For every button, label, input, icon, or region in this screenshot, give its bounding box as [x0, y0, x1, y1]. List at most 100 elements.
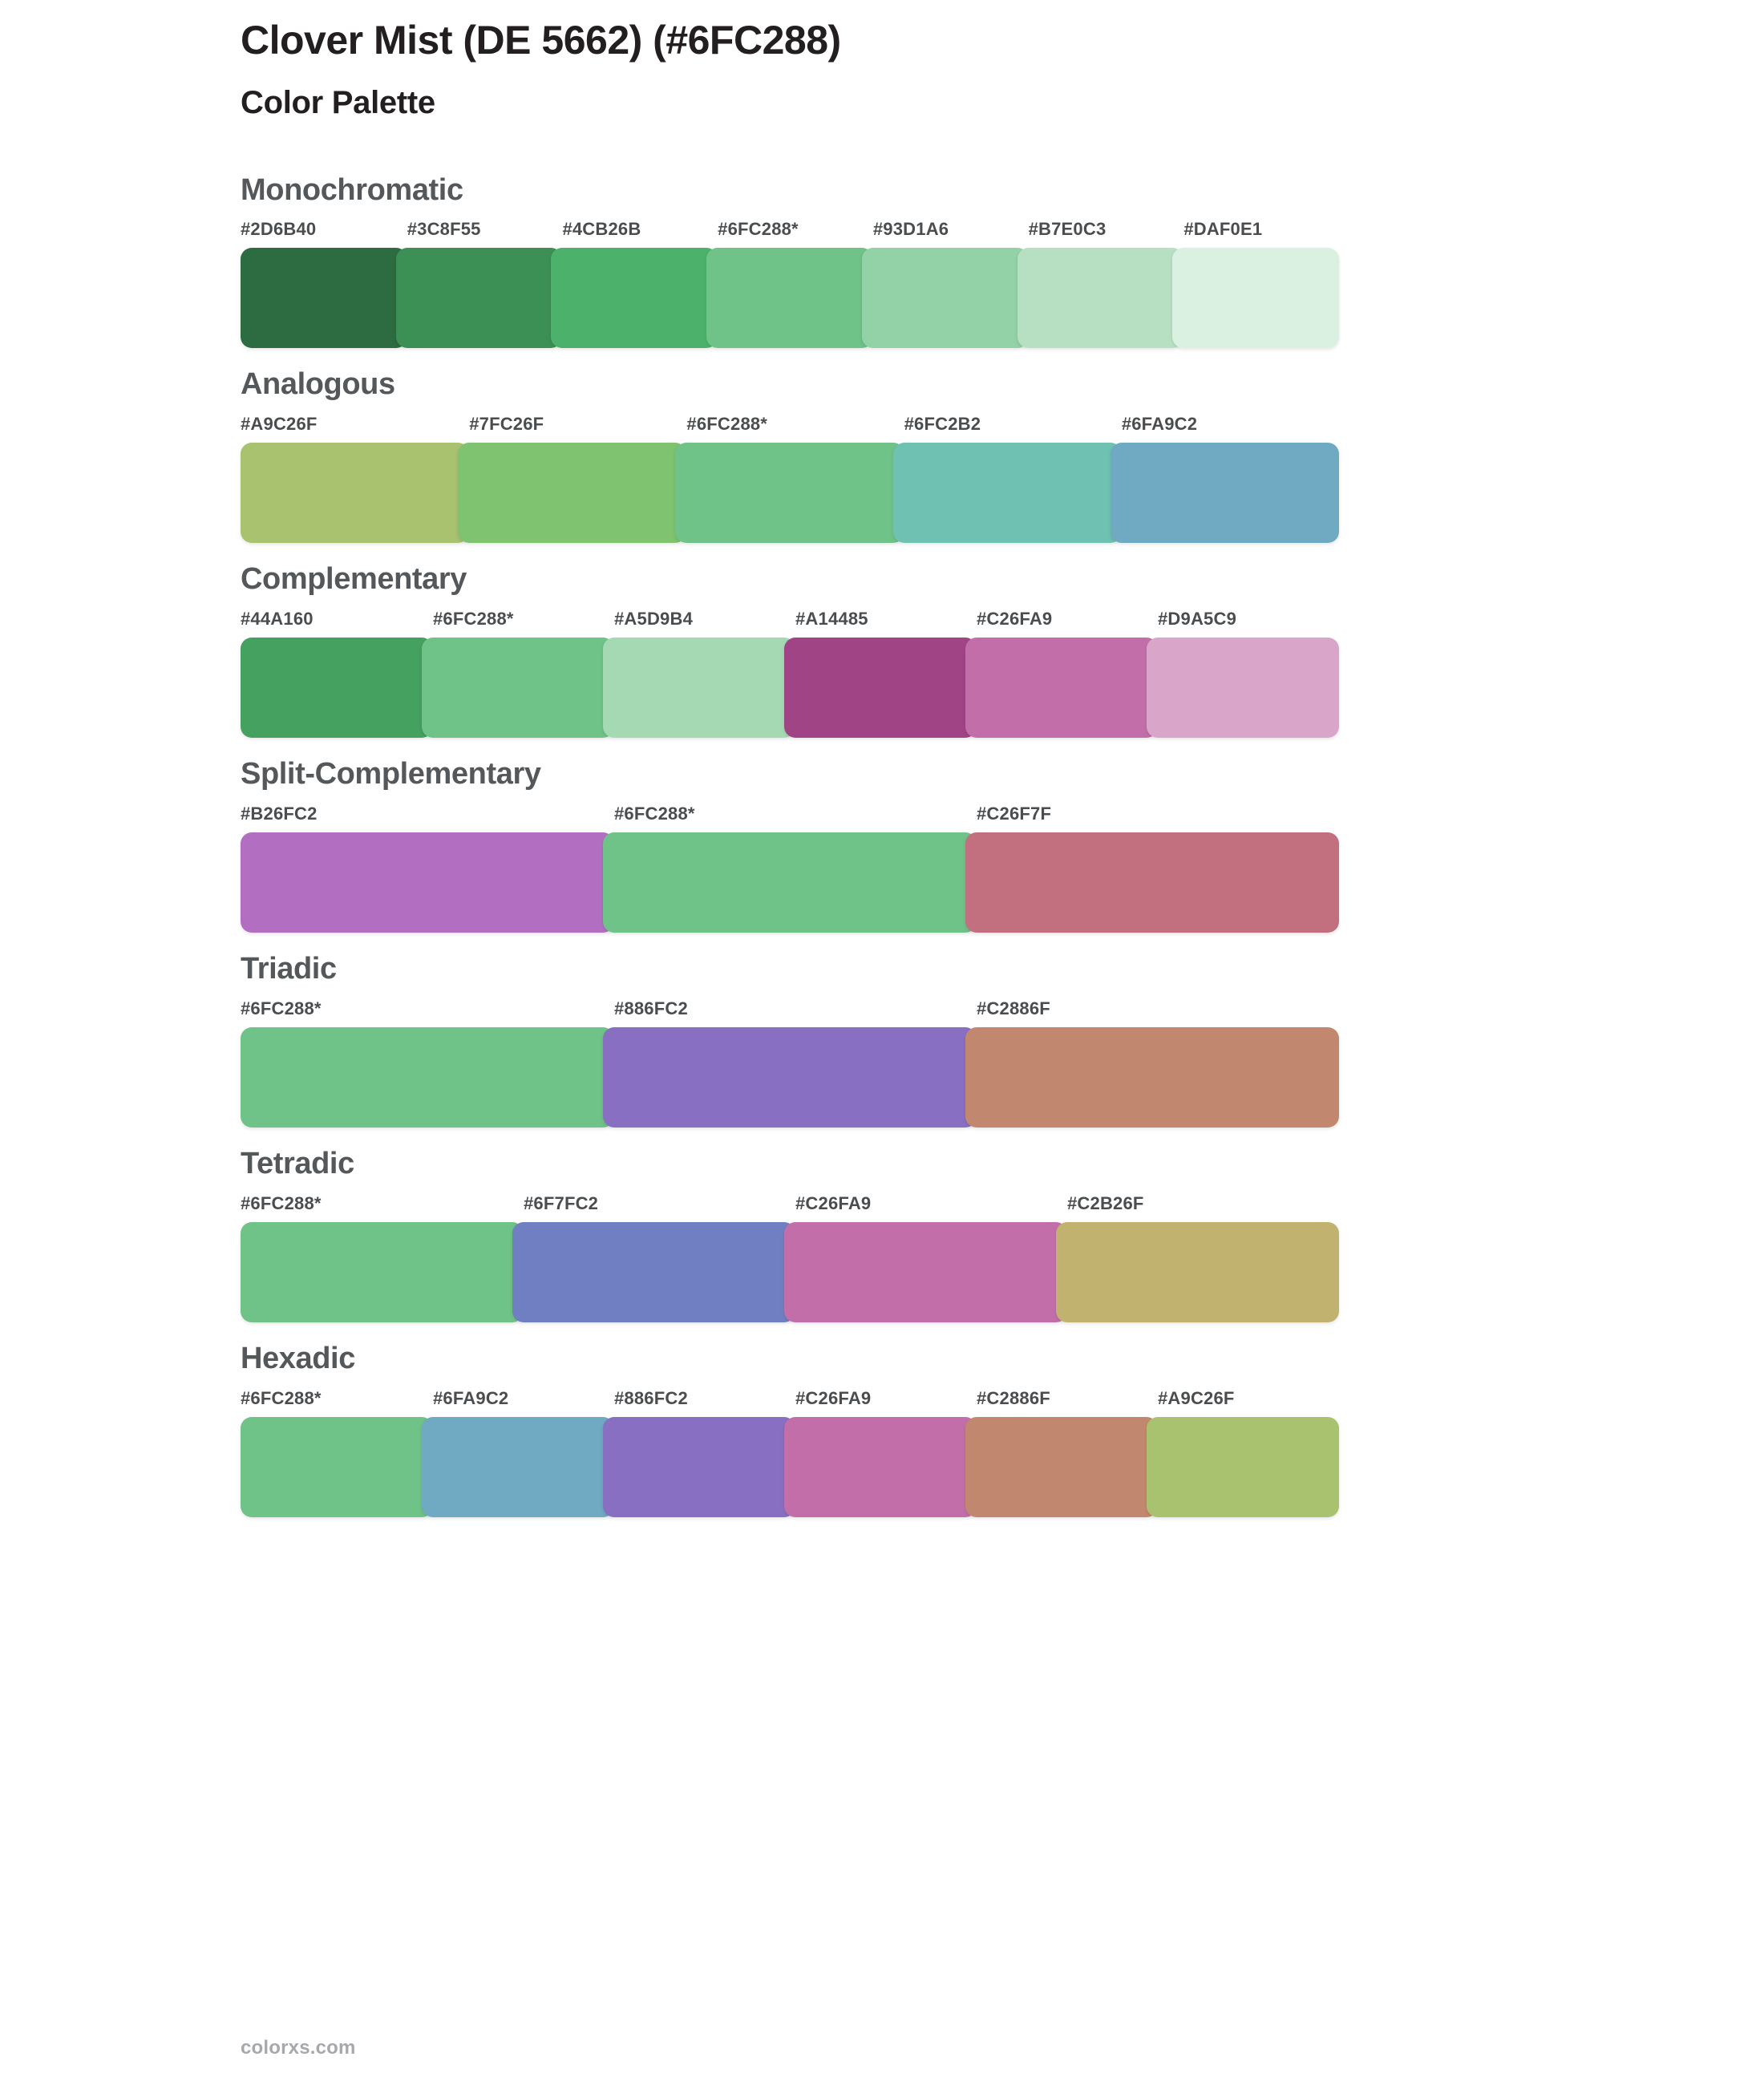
swatch-color-chip[interactable]: [1056, 1221, 1339, 1322]
swatch-color-chip[interactable]: [395, 248, 563, 349]
swatch-color-chip[interactable]: [1147, 638, 1339, 739]
swatch-color-chip[interactable]: [422, 1416, 614, 1517]
color-swatch[interactable]: #6FC288*: [675, 415, 904, 544]
color-swatch[interactable]: #A5D9B4: [603, 610, 795, 739]
swatch-hex-label: #6FC288*: [241, 1387, 322, 1408]
swatch-hex-label: #B7E0C3: [1028, 219, 1107, 240]
color-swatch[interactable]: #44A160: [241, 610, 433, 739]
palette-section: Hexadic #6FC288* #6FA9C2 #886FC2 #C26FA9 #C28…: [241, 1342, 1523, 1517]
color-swatch[interactable]: #6FC288*: [241, 1194, 524, 1322]
color-swatch[interactable]: #A14485: [784, 609, 977, 739]
swatch-color-chip[interactable]: [241, 443, 470, 544]
swatch-row: #B26FC2 #6FC288* #C26F7F: [241, 805, 1339, 933]
swatch-hex-label: #6FA9C2: [433, 1387, 509, 1408]
swatch-hex-label: #C26FA9: [795, 1387, 872, 1408]
swatch-color-chip[interactable]: [551, 248, 718, 349]
color-swatch[interactable]: #C26FA9: [965, 609, 1158, 739]
color-swatch[interactable]: #6FC2B2: [892, 415, 1122, 544]
swatch-color-chip[interactable]: [241, 1416, 433, 1517]
section-heading: Analogous: [241, 367, 395, 402]
footer: colorxs.com: [241, 2037, 356, 2059]
color-swatch[interactable]: #6FC288*: [422, 610, 614, 739]
swatch-hex-label: #C2886F: [977, 998, 1050, 1018]
section-heading: Tetradic: [241, 1146, 354, 1180]
page-header: Clover Mist (DE 5662) (#6FC288) Color Pa…: [241, 0, 1523, 122]
color-swatch[interactable]: #6FC288*: [706, 219, 873, 349]
swatch-color-chip[interactable]: [422, 638, 614, 739]
page-title: Clover Mist (DE 5662) (#6FC288): [241, 18, 841, 63]
section-heading: Triadic: [241, 952, 337, 986]
color-swatch[interactable]: #C2886F: [965, 1387, 1158, 1517]
swatch-color-chip[interactable]: [784, 1221, 1067, 1322]
swatch-color-chip[interactable]: [603, 1026, 977, 1128]
color-swatch[interactable]: #D9A5C9: [1147, 610, 1339, 739]
swatch-color-chip[interactable]: [512, 1221, 795, 1322]
swatch-color-chip[interactable]: [241, 638, 433, 739]
swatch-color-chip[interactable]: [1147, 1416, 1339, 1517]
swatch-color-chip[interactable]: [965, 638, 1158, 739]
swatch-color-chip[interactable]: [603, 638, 795, 739]
swatch-color-chip[interactable]: [706, 248, 873, 349]
palette-section: Monochromatic #2D6B40 #3C8F55 #4CB26B #6FC28…: [241, 174, 1523, 349]
color-swatch[interactable]: #4CB26B: [551, 219, 718, 349]
palette-section: Tetradic #6FC288* #6F7FC2 #C26FA9 #C2B26F: [241, 1148, 1523, 1322]
swatch-hex-label: #7FC26F: [469, 414, 544, 435]
swatch-color-chip[interactable]: [458, 443, 687, 544]
swatch-color-chip[interactable]: [1110, 443, 1340, 544]
color-swatch[interactable]: #6FA9C2: [1110, 415, 1340, 544]
color-swatch[interactable]: #C2886F: [965, 998, 1339, 1128]
swatch-row: #6FC288* #6F7FC2 #C26FA9 #C2B26F: [241, 1194, 1339, 1322]
swatch-hex-label: #C2886F: [977, 1387, 1050, 1408]
color-swatch[interactable]: #B26FC2: [241, 805, 614, 933]
swatch-hex-label: #DAF0E1: [1183, 219, 1263, 240]
color-swatch[interactable]: #7FC26F: [458, 414, 687, 544]
swatch-color-chip[interactable]: [241, 248, 407, 349]
color-swatch[interactable]: #886FC2: [603, 1389, 795, 1517]
swatch-hex-label: #A9C26F: [1158, 1387, 1235, 1408]
color-swatch[interactable]: #93D1A6: [861, 219, 1029, 349]
swatch-color-chip[interactable]: [1172, 248, 1340, 349]
swatch-row: #A9C26F #7FC26F #6FC288* #6FC2B2 #6FA9C2: [241, 414, 1340, 544]
color-swatch[interactable]: #6FC288*: [241, 1387, 433, 1517]
swatch-hex-label: #C26FA9: [977, 609, 1053, 630]
color-swatch[interactable]: #B7E0C3: [1017, 219, 1184, 349]
swatch-color-chip[interactable]: [784, 1416, 977, 1517]
color-swatch[interactable]: #C26F7F: [965, 805, 1339, 933]
swatch-hex-label: #A14485: [795, 609, 868, 630]
swatch-color-chip[interactable]: [892, 443, 1122, 544]
swatch-color-chip[interactable]: [241, 832, 614, 933]
color-swatch[interactable]: #6FC288*: [241, 998, 614, 1128]
swatch-hex-label: #6FC288*: [241, 998, 322, 1018]
color-swatch[interactable]: #6F7FC2: [512, 1194, 795, 1322]
swatch-color-chip[interactable]: [784, 638, 977, 739]
swatch-hex-label: #6FC288*: [718, 219, 799, 240]
palette-section: Split-Complementary #B26FC2 #6FC288* #C26F7…: [241, 758, 1523, 933]
color-swatch[interactable]: #A9C26F: [241, 415, 470, 544]
palette-section: Triadic #6FC288* #886FC2 #C2886F: [241, 953, 1523, 1128]
color-swatch[interactable]: #3C8F55: [395, 221, 563, 349]
color-swatch[interactable]: #C26FA9: [784, 1387, 977, 1517]
swatch-color-chip[interactable]: [603, 1416, 795, 1517]
swatch-hex-label: #93D1A6: [872, 219, 949, 240]
swatch-hex-label: #4CB26B: [562, 219, 641, 240]
color-swatch[interactable]: #886FC2: [603, 999, 977, 1128]
color-swatch[interactable]: #A9C26F: [1147, 1387, 1339, 1517]
swatch-color-chip[interactable]: [603, 832, 977, 933]
swatch-row: #6FC288* #886FC2 #C2886F: [241, 998, 1339, 1128]
palette-sections: Monochromatic #2D6B40 #3C8F55 #4CB26B #6FC28…: [241, 174, 1523, 1517]
color-swatch[interactable]: #6FA9C2: [422, 1387, 614, 1517]
swatch-color-chip[interactable]: [861, 248, 1029, 349]
swatch-color-chip[interactable]: [965, 1026, 1339, 1128]
swatch-color-chip[interactable]: [241, 1026, 614, 1128]
color-swatch[interactable]: #6FC288*: [603, 805, 977, 933]
color-swatch[interactable]: #C2B26F: [1056, 1194, 1339, 1322]
swatch-color-chip[interactable]: [675, 443, 904, 544]
swatch-color-chip[interactable]: [965, 1416, 1158, 1517]
color-swatch[interactable]: #C26FA9: [784, 1194, 1067, 1322]
color-swatch[interactable]: #2D6B40: [241, 221, 407, 349]
swatch-color-chip[interactable]: [965, 832, 1339, 933]
swatch-color-chip[interactable]: [1017, 248, 1184, 349]
swatch-color-chip[interactable]: [241, 1221, 524, 1322]
color-swatch[interactable]: #DAF0E1: [1172, 219, 1340, 349]
